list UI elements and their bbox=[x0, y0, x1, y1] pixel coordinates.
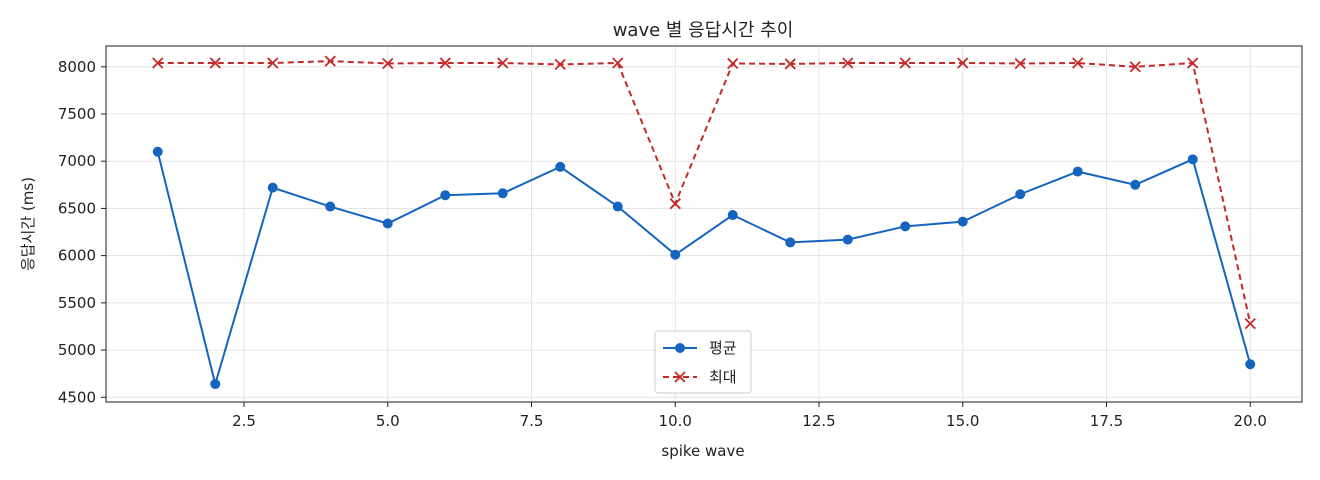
data-point-mean bbox=[325, 201, 336, 212]
series-layer bbox=[152, 55, 1256, 390]
y-tick-label: 5500 bbox=[58, 294, 96, 312]
y-tick-label: 7000 bbox=[58, 152, 96, 170]
series-0 bbox=[152, 146, 1256, 390]
x-tick-label: 2.5 bbox=[232, 412, 256, 430]
legend-marker-mean bbox=[675, 343, 685, 353]
x-tick-label: 5.0 bbox=[376, 412, 400, 430]
x-tick-label: 17.5 bbox=[1090, 412, 1123, 430]
data-point-max bbox=[382, 57, 394, 70]
y-tick-label: 8000 bbox=[58, 58, 96, 76]
data-point-max bbox=[267, 57, 279, 69]
y-tick-label: 6500 bbox=[58, 199, 96, 217]
axis-ticks: 2.5 5.0 7.5 10.0 12.5 15.0 17.5 20.0 4500 5000 550… bbox=[58, 58, 1267, 430]
legend-label-max: 최대 bbox=[709, 368, 737, 386]
data-point-max bbox=[152, 57, 164, 69]
data-point-mean bbox=[210, 379, 221, 390]
chart-title: wave 별 응답시간 추이 bbox=[613, 20, 794, 41]
x-tick-label: 10.0 bbox=[659, 412, 692, 430]
data-point-max bbox=[497, 57, 509, 69]
data-point-max bbox=[1244, 317, 1256, 330]
data-point-mean bbox=[1245, 359, 1256, 370]
x-tick-label: 12.5 bbox=[802, 412, 835, 430]
legend: 평균 최대 bbox=[654, 330, 752, 394]
y-tick-label: 4500 bbox=[58, 388, 96, 406]
data-point-max bbox=[1072, 57, 1084, 69]
series-line-0 bbox=[156, 151, 1252, 388]
data-point-mean bbox=[555, 161, 566, 172]
data-point-mean bbox=[957, 216, 968, 227]
data-point-mean bbox=[152, 146, 163, 157]
data-point-mean bbox=[612, 201, 623, 212]
data-point-mean bbox=[497, 188, 508, 199]
data-point-max bbox=[1014, 57, 1026, 70]
legend-marker-max bbox=[674, 371, 686, 383]
data-point-max bbox=[727, 57, 739, 70]
data-point-mean bbox=[1072, 166, 1083, 177]
data-point-mean bbox=[1130, 179, 1141, 190]
data-point-max bbox=[439, 57, 451, 69]
plot-frame bbox=[105, 45, 1303, 403]
legend-item-mean: 평균 bbox=[663, 339, 737, 357]
data-point-max bbox=[957, 57, 969, 69]
y-tick-label: 5000 bbox=[58, 341, 96, 359]
data-point-max bbox=[784, 58, 796, 70]
y-axis-title: 응답시간 (ms) bbox=[19, 177, 37, 271]
x-axis-title: spike wave bbox=[661, 442, 744, 460]
data-point-max bbox=[612, 57, 624, 69]
x-tick-label: 20.0 bbox=[1234, 412, 1267, 430]
legend-label-mean: 평균 bbox=[709, 339, 737, 357]
data-point-mean bbox=[440, 190, 451, 201]
data-point-max bbox=[554, 58, 566, 71]
y-tick-label: 7500 bbox=[58, 105, 96, 123]
data-point-max bbox=[899, 57, 911, 69]
data-point-max bbox=[1129, 61, 1141, 73]
grid-lines bbox=[106, 46, 1302, 402]
data-point-mean bbox=[727, 210, 738, 221]
data-point-max bbox=[1187, 57, 1199, 69]
data-point-max bbox=[209, 57, 221, 69]
data-point-mean bbox=[900, 221, 911, 232]
series-1 bbox=[152, 55, 1256, 330]
data-point-mean bbox=[1015, 189, 1026, 200]
x-tick-label: 7.5 bbox=[520, 412, 544, 430]
x-tick-label: 15.0 bbox=[946, 412, 979, 430]
data-point-mean bbox=[267, 182, 278, 193]
data-point-max bbox=[842, 57, 854, 69]
data-point-mean bbox=[842, 234, 853, 245]
data-point-max bbox=[324, 55, 336, 67]
data-point-mean bbox=[1187, 154, 1198, 165]
data-point-mean bbox=[785, 237, 796, 248]
data-point-max bbox=[669, 198, 681, 210]
data-point-mean bbox=[382, 218, 393, 229]
series-line-1 bbox=[157, 60, 1252, 324]
data-point-mean bbox=[670, 249, 681, 260]
y-tick-label: 6000 bbox=[58, 247, 96, 265]
legend-item-max: 최대 bbox=[663, 368, 737, 386]
